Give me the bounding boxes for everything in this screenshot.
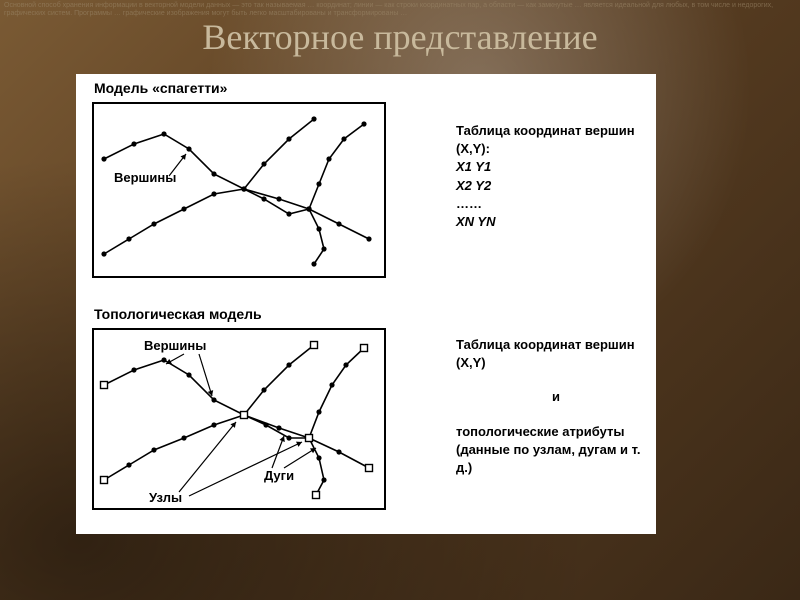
- top-frame: Вершины: [92, 102, 386, 278]
- figure-container: Модель «спагетти» Вершины Таблица коорди…: [76, 74, 656, 534]
- top-panel: Модель «спагетти» Вершины Таблица коорди…: [86, 80, 646, 290]
- svg-text:Узлы: Узлы: [149, 490, 182, 505]
- page-title: Векторное представление: [0, 16, 800, 58]
- svg-text:Вершины: Вершины: [114, 170, 176, 185]
- coord-row-ellipsis: ……: [456, 196, 482, 211]
- coord-row-1: X1 Y1: [456, 158, 646, 176]
- top-diagram: Вершины: [94, 104, 384, 276]
- coord-row-n: XN YN: [456, 213, 646, 231]
- bottom-side-header: Таблица координат вершин (X,Y): [456, 337, 635, 370]
- top-side-text: Таблица координат вершин (X,Y): X1 Y1 X2…: [456, 122, 646, 231]
- top-model-label: Модель «спагетти»: [94, 80, 227, 96]
- svg-text:Дуги: Дуги: [264, 468, 294, 483]
- bottom-frame: Вершины Дуги Узлы: [92, 328, 386, 510]
- coord-row-2: X2 Y2: [456, 177, 646, 195]
- bottom-side-text: Таблица координат вершин (X,Y) и тополог…: [456, 336, 656, 477]
- bottom-side-and: и: [456, 388, 656, 406]
- svg-text:Вершины: Вершины: [144, 338, 206, 353]
- bottom-side-footer: топологические атрибуты (данные по узлам…: [456, 424, 641, 475]
- bottom-panel: Топологическая модель Вершины Дуги Узлы Та…: [86, 306, 646, 528]
- bottom-diagram: Вершины Дуги Узлы: [94, 330, 384, 508]
- bottom-model-label: Топологическая модель: [94, 306, 262, 322]
- top-side-header: Таблица координат вершин (X,Y):: [456, 123, 635, 156]
